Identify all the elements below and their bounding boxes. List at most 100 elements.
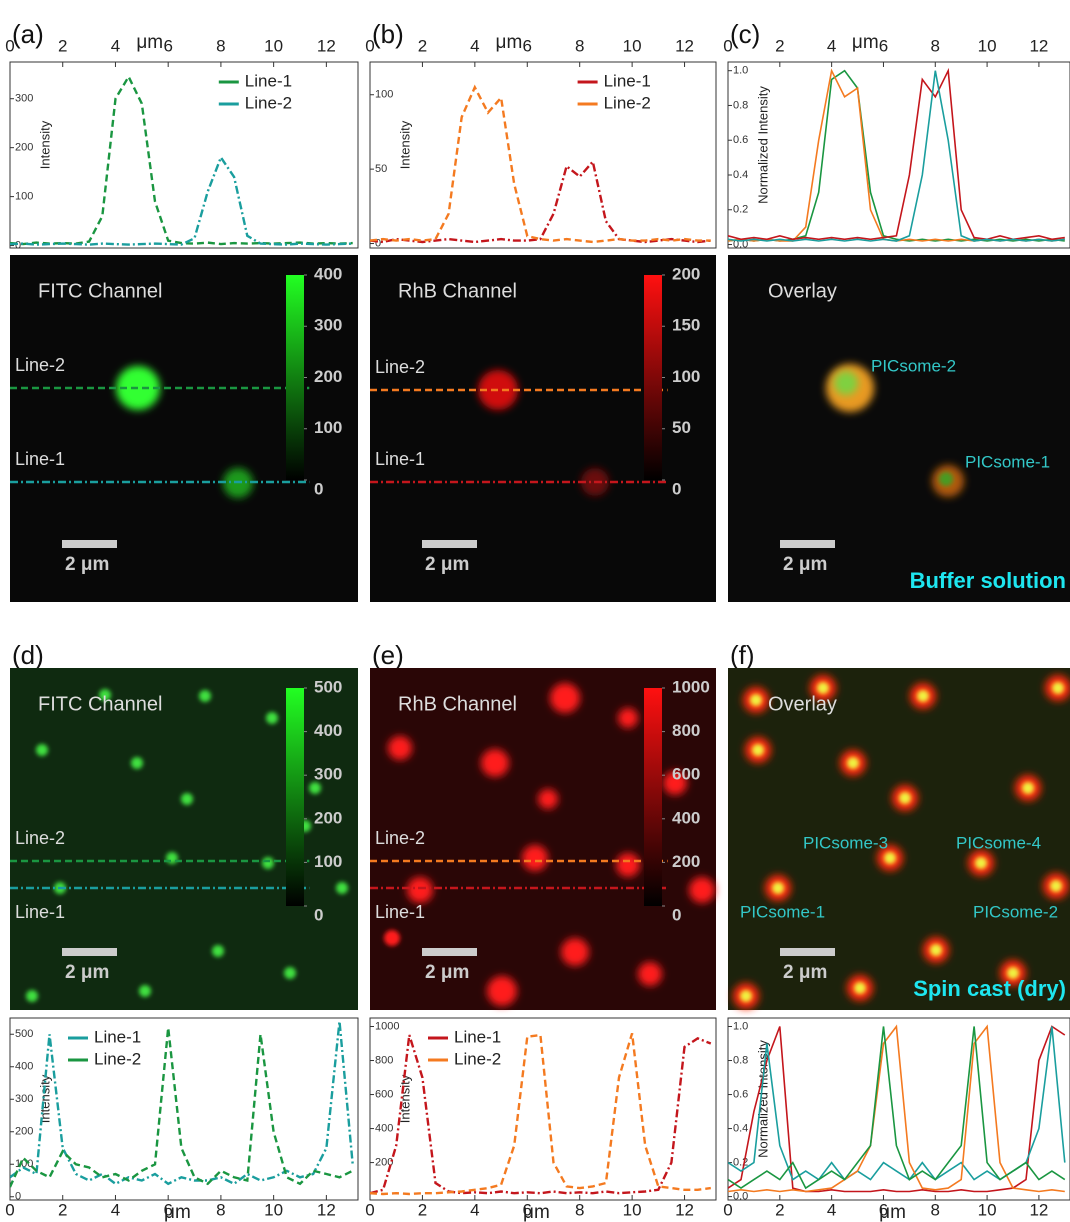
x-tick-label: 0 <box>5 36 14 55</box>
x-tick-label: 0 <box>723 1200 732 1219</box>
panel-label: (d) <box>12 640 44 670</box>
y-tick-label: 0.8 <box>733 1054 748 1066</box>
x-tick-label: 10 <box>623 36 642 55</box>
y-tick-label: 50 <box>375 163 387 175</box>
x-tick-label: 6 <box>163 36 172 55</box>
y-tick-label: 300 <box>15 1093 33 1105</box>
particle <box>36 744 48 756</box>
y-tick-label: 0.6 <box>733 1088 748 1100</box>
particle <box>740 990 752 1002</box>
condition-label: Buffer solution <box>910 568 1066 593</box>
legend-label: Line-1 <box>604 71 651 90</box>
x-tick-label: 12 <box>675 1200 694 1219</box>
channel-label: FITC Channel <box>38 693 163 715</box>
particle <box>199 690 211 702</box>
legend-label: Line-1 <box>245 71 292 90</box>
x-tick-label: 6 <box>879 36 888 55</box>
x-tick-label: 4 <box>470 36 479 55</box>
x-tick-label: 10 <box>264 1200 283 1219</box>
particle <box>284 967 296 979</box>
colorbar-tick-label: 200 <box>672 852 700 871</box>
particle <box>975 857 987 869</box>
x-tick-label: 8 <box>931 36 940 55</box>
colorbar-tick-label: 200 <box>314 367 342 386</box>
particle <box>481 749 509 777</box>
figure: (a)024681012μm0100200300IntensityLine-1L… <box>0 0 1070 1222</box>
colorbar-tick-label: 500 <box>314 677 342 696</box>
particle <box>384 930 400 946</box>
micrograph <box>728 255 1070 602</box>
x-tick-label: 8 <box>575 36 584 55</box>
scale-bar-label: 2 μm <box>783 554 827 575</box>
channel-label: Overlay <box>768 280 837 302</box>
x-tick-label: 12 <box>1029 1200 1048 1219</box>
panel-label: (f) <box>730 640 755 670</box>
colorbar-tick-label: 0 <box>314 479 323 498</box>
particle <box>1022 782 1034 794</box>
particle-label: PICsome-3 <box>803 833 888 852</box>
scale-bar-label: 2 μm <box>65 962 109 983</box>
y-tick-label: 1.0 <box>733 1020 748 1032</box>
particle <box>407 877 433 903</box>
panel-label: (b) <box>372 19 404 49</box>
legend-label: Line-2 <box>245 93 292 112</box>
colorbar-tick-label: 600 <box>672 765 700 784</box>
colorbar-tick-label: 200 <box>314 808 342 827</box>
particle-label: PICsome-2 <box>973 902 1058 921</box>
particle <box>899 792 911 804</box>
y-tick-label: 400 <box>15 1061 33 1073</box>
scale-bar <box>422 948 477 956</box>
channel-label: FITC Channel <box>38 280 163 302</box>
particle <box>772 882 784 894</box>
particle-label: PICsome-1 <box>965 452 1050 471</box>
y-axis-label: Normalized Intensity <box>755 86 770 204</box>
y-axis-label: Intensity <box>397 120 412 169</box>
y-tick-label: 0.0 <box>733 1191 748 1203</box>
particle <box>616 853 640 877</box>
particle <box>689 877 715 903</box>
colorbar <box>286 688 304 906</box>
channel-label: RhB Channel <box>398 693 517 715</box>
scale-bar <box>62 540 117 548</box>
legend-label: Line-1 <box>454 1027 501 1046</box>
scale-bar-label: 2 μm <box>65 554 109 575</box>
colorbar-tick-label: 150 <box>672 316 700 335</box>
colorbar-tick-label: 1000 <box>672 677 710 696</box>
x-tick-label: 6 <box>523 36 532 55</box>
colorbar-tick-label: 50 <box>672 418 691 437</box>
x-tick-label: 2 <box>58 36 67 55</box>
colorbar-tick-label: 400 <box>672 808 700 827</box>
particle <box>522 845 548 871</box>
colorbar <box>644 275 662 480</box>
colorbar-tick-label: 0 <box>672 905 681 924</box>
x-tick-label: 8 <box>931 1200 940 1219</box>
condition-label: Spin cast (dry) <box>913 976 1066 1001</box>
panel-label: (e) <box>372 640 404 670</box>
x-tick-label: 2 <box>775 36 784 55</box>
x-tick-label: 4 <box>111 36 120 55</box>
x-tick-label: 4 <box>827 1200 836 1219</box>
x-tick-label: 0 <box>5 1200 14 1219</box>
x-tick-label: 2 <box>418 36 427 55</box>
line-label: Line-2 <box>15 355 65 375</box>
line-label: Line-1 <box>15 449 65 469</box>
y-tick-label: 400 <box>375 1122 393 1134</box>
particle <box>750 694 762 706</box>
particle <box>884 852 896 864</box>
x-tick-label: 2 <box>58 1200 67 1219</box>
particle-label: PICsome-2 <box>871 356 956 375</box>
plot-frame <box>370 62 716 248</box>
legend-label: Line-2 <box>94 1049 141 1068</box>
y-tick-label: 500 <box>15 1028 33 1040</box>
colorbar <box>644 688 662 906</box>
scale-bar <box>780 540 835 548</box>
colorbar-tick-label: 300 <box>314 765 342 784</box>
x-tick-label: 2 <box>775 1200 784 1219</box>
scale-bar-label: 2 μm <box>425 962 469 983</box>
line-label: Line-1 <box>15 902 65 922</box>
particle <box>638 962 662 986</box>
channel-label: Overlay <box>768 693 837 715</box>
colorbar-tick-label: 300 <box>314 316 342 335</box>
particle <box>550 683 580 713</box>
colorbar-tick-label: 400 <box>314 264 342 283</box>
